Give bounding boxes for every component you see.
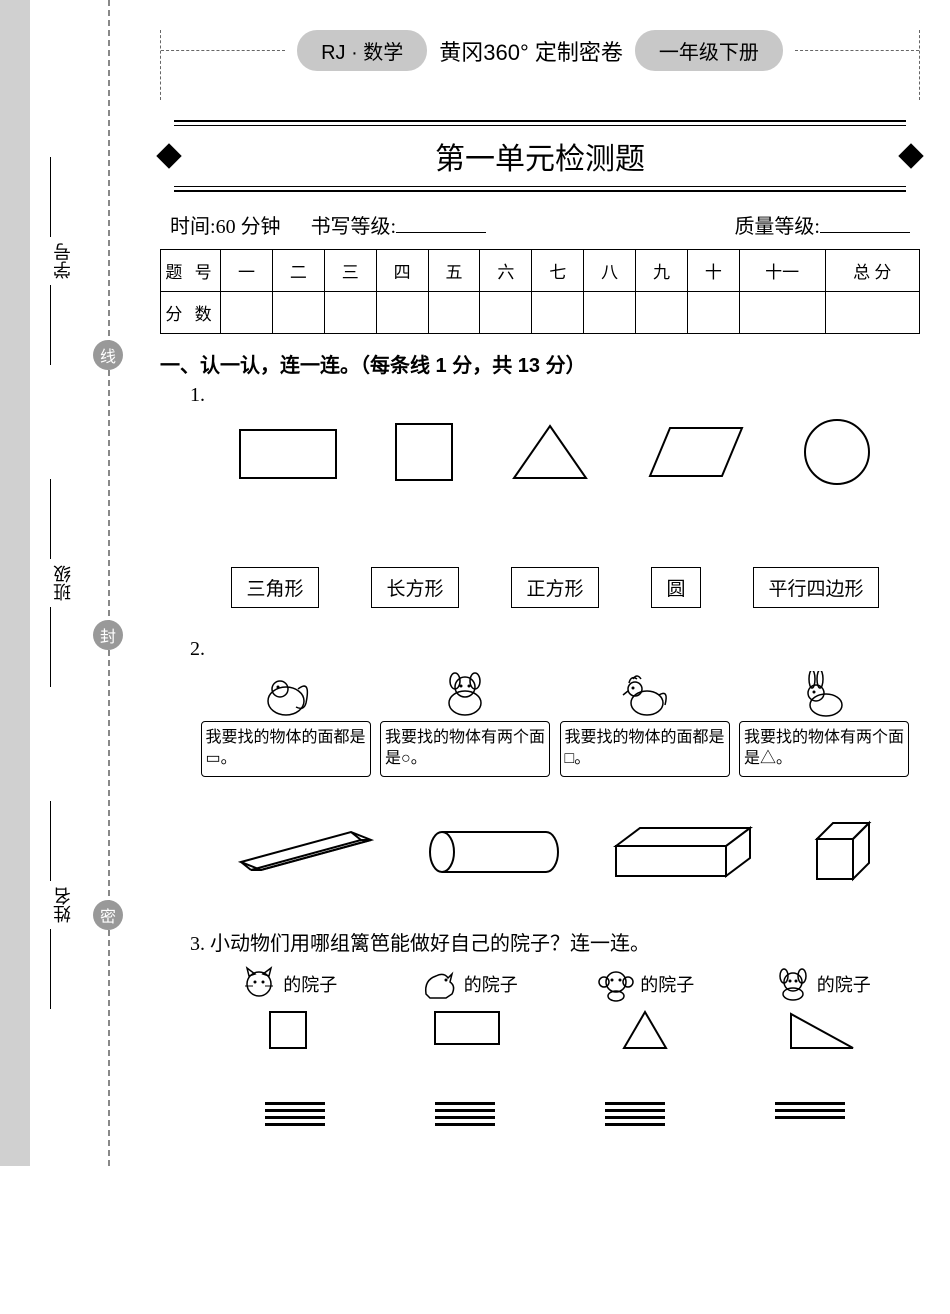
q3-planks	[160, 1062, 920, 1136]
table-row: 题 号 一 二 三 四 五 六 七 八 九 十 十一 总 分	[161, 250, 920, 292]
yard-square-icon	[266, 1008, 310, 1052]
cube-icon	[809, 817, 879, 887]
yard-suffix: 的院子	[464, 971, 518, 997]
q2-animals: 我要找的物体的面都是▭。 我要找的物体有两个面是○。 我要找的物体的面都是□。 …	[160, 661, 920, 787]
shape-label: 长方形	[371, 567, 458, 608]
speech-bubble: 我要找的物体的面都是□。	[560, 721, 730, 777]
main-content: RJ · 数学 黄冈360° 定制密卷 一年级下册 第一单元检测题 时间: 60…	[110, 0, 950, 1166]
yard-triangle-icon	[620, 1008, 670, 1052]
section-1-heading: 一、认一认，连一连。（每条线 1 分，共 13 分）	[160, 349, 920, 378]
shape-label: 三角形	[231, 567, 318, 608]
squirrel-icon	[256, 671, 316, 721]
q2-solids	[160, 787, 920, 907]
series-title: 黄冈360° 定制密卷	[439, 35, 623, 67]
square-icon	[394, 422, 454, 482]
puppy-icon	[773, 966, 813, 1002]
binding-sidebar: 线 封 密 学号 班级 姓名	[30, 0, 110, 1166]
header-bar: RJ · 数学 黄冈360° 定制密卷 一年级下册	[161, 30, 919, 71]
rectangle-icon	[238, 422, 338, 482]
q1-number: 1.	[160, 384, 920, 407]
row-label: 题 号	[161, 250, 221, 292]
speech-bubble: 我要找的物体有两个面是△。	[739, 721, 909, 777]
yard-suffix: 的院子	[817, 971, 871, 997]
prism-icon	[231, 822, 381, 882]
time-label: 时间:	[170, 210, 216, 239]
main-title: 第一单元检测题	[174, 120, 906, 192]
side-label-class: 班级	[50, 473, 76, 693]
shape-label: 正方形	[511, 567, 598, 608]
badge-feng: 封	[93, 620, 123, 650]
q1-shapes	[160, 407, 920, 497]
plank-set	[265, 1102, 325, 1126]
writing-blank[interactable]	[396, 232, 486, 233]
info-row: 时间: 60 分钟 书写等级: 质量等级:	[160, 210, 920, 239]
cat-icon	[239, 966, 279, 1002]
row-label: 分 数	[161, 292, 221, 334]
shape-label: 圆	[651, 567, 700, 608]
yard-suffix: 的院子	[283, 971, 337, 997]
circle-icon	[802, 417, 872, 487]
speech-bubble: 我要找的物体的面都是▭。	[201, 721, 371, 777]
page-gutter	[0, 0, 30, 1166]
monkey-icon	[596, 966, 636, 1002]
rabbit-icon	[794, 671, 854, 721]
horse-icon	[416, 966, 460, 1002]
plank-set	[775, 1102, 845, 1126]
q1-labels: 三角形 长方形 正方形 圆 平行四边形	[160, 557, 920, 618]
badge-xian: 线	[93, 340, 123, 370]
table-row: 分 数	[161, 292, 920, 334]
subject-pill: RJ · 数学	[297, 30, 427, 71]
time-value: 60 分钟	[216, 210, 281, 239]
rooster-icon	[615, 671, 675, 721]
dash-right	[919, 30, 920, 100]
yard-suffix: 的院子	[640, 971, 694, 997]
quality-label: 质量等级:	[734, 210, 820, 239]
plank-set	[605, 1102, 665, 1126]
cuboid-icon	[606, 822, 766, 882]
parallelogram-icon	[646, 422, 746, 482]
score-table: 题 号 一 二 三 四 五 六 七 八 九 十 十一 总 分 分 数	[160, 249, 920, 334]
yard-rect-icon	[431, 1008, 503, 1048]
writing-label: 书写等级:	[311, 210, 397, 239]
speech-bubble: 我要找的物体有两个面是○。	[380, 721, 550, 777]
badge-mi: 密	[93, 900, 123, 930]
side-label-id: 学号	[50, 151, 76, 371]
main-title-row: 第一单元检测题	[160, 120, 920, 192]
shape-label: 平行四边形	[753, 567, 878, 608]
yard-right-triangle-icon	[787, 1008, 857, 1052]
q3-text: 3. 小动物们用哪组篱笆能做好自己的院子？连一连。	[160, 927, 920, 956]
grade-pill: 一年级下册	[635, 30, 783, 71]
quality-blank[interactable]	[820, 232, 910, 233]
triangle-icon	[510, 422, 590, 482]
plank-set	[435, 1102, 495, 1126]
cylinder-icon	[424, 827, 564, 877]
q2-number: 2.	[160, 638, 920, 661]
q3-yards: 的院子 的院子 的院子 的院	[160, 956, 920, 1062]
dog-icon	[435, 671, 495, 721]
side-label-name: 姓名	[50, 795, 76, 1015]
